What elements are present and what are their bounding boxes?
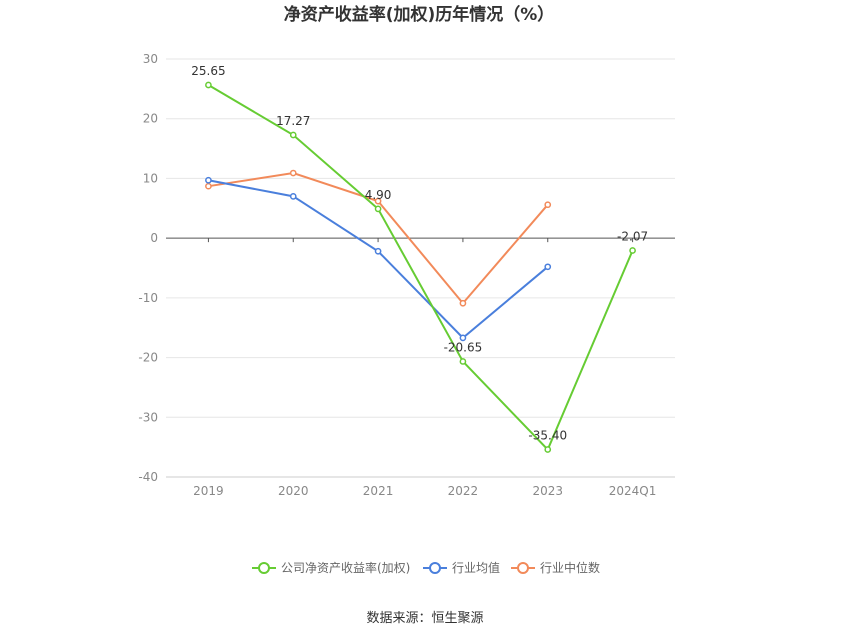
data-point [205,81,212,89]
data-point [374,247,382,255]
y-tick-label: -30 [138,410,158,424]
data-point [205,182,212,190]
y-tick-label: -20 [138,351,158,365]
legend-label: 行业均值 [452,560,500,575]
series-layer [205,81,636,453]
data-point [459,358,467,365]
legend-item[interactable]: 公司净资产收益率(加权) [252,560,410,575]
data-label: -35.40 [528,429,567,443]
data-point [205,176,212,184]
data-labels: 25.65 17.27 4.90 -20.65 -35.40 -2.07 [191,64,648,443]
legend-marker [429,562,441,574]
legend: 公司净资产收益率(加权) 行业均值 行业中位数 [252,560,600,575]
legend-marker [258,562,270,574]
x-tick-label: 2021 [363,484,394,498]
y-tick-label: 30 [143,52,158,66]
y-tick-label: 10 [143,171,158,185]
chart-title: 净资产收益率(加权)历年情况（%） [284,4,555,25]
data-point [544,201,552,209]
x-tick-label: 2023 [532,484,563,498]
data-point [374,205,382,213]
x-tick-label: 2019 [193,484,224,498]
data-label: 25.65 [191,64,225,78]
data-label: 17.27 [276,114,310,128]
y-tick-label: 20 [143,112,158,126]
data-point [544,446,552,453]
data-label: -2.07 [617,230,648,244]
data-point [544,263,552,271]
data-label: -20.65 [444,340,483,354]
data-point [459,299,467,307]
data-point [289,169,297,177]
legend-marker [517,562,529,574]
x-axis: 2019 2020 2021 2022 2023 2024Q1 [166,238,675,498]
data-point [289,131,297,139]
x-tick-label: 2020 [278,484,309,498]
data-point [374,197,382,205]
series-line [207,84,634,452]
y-tick-label: -10 [138,291,158,305]
source-text: 数据来源：恒生聚源 [366,611,483,626]
y-axis: 30 20 10 0 -10 -20 -30 -40 [138,52,158,484]
data-point [459,334,467,342]
data-point [289,192,297,200]
y-tick-label: -40 [138,470,158,484]
legend-item[interactable]: 行业均值 [423,560,500,575]
x-tick-label: 2024Q1 [609,484,657,498]
grid [166,58,675,478]
data-label: 4.90 [365,188,392,202]
y-tick-label: 0 [150,231,158,245]
data-point [629,247,636,254]
legend-label: 公司净资产收益率(加权) [281,560,410,575]
legend-item[interactable]: 行业中位数 [511,560,600,575]
legend-label: 行业中位数 [540,560,600,575]
x-tick-label: 2022 [448,484,479,498]
